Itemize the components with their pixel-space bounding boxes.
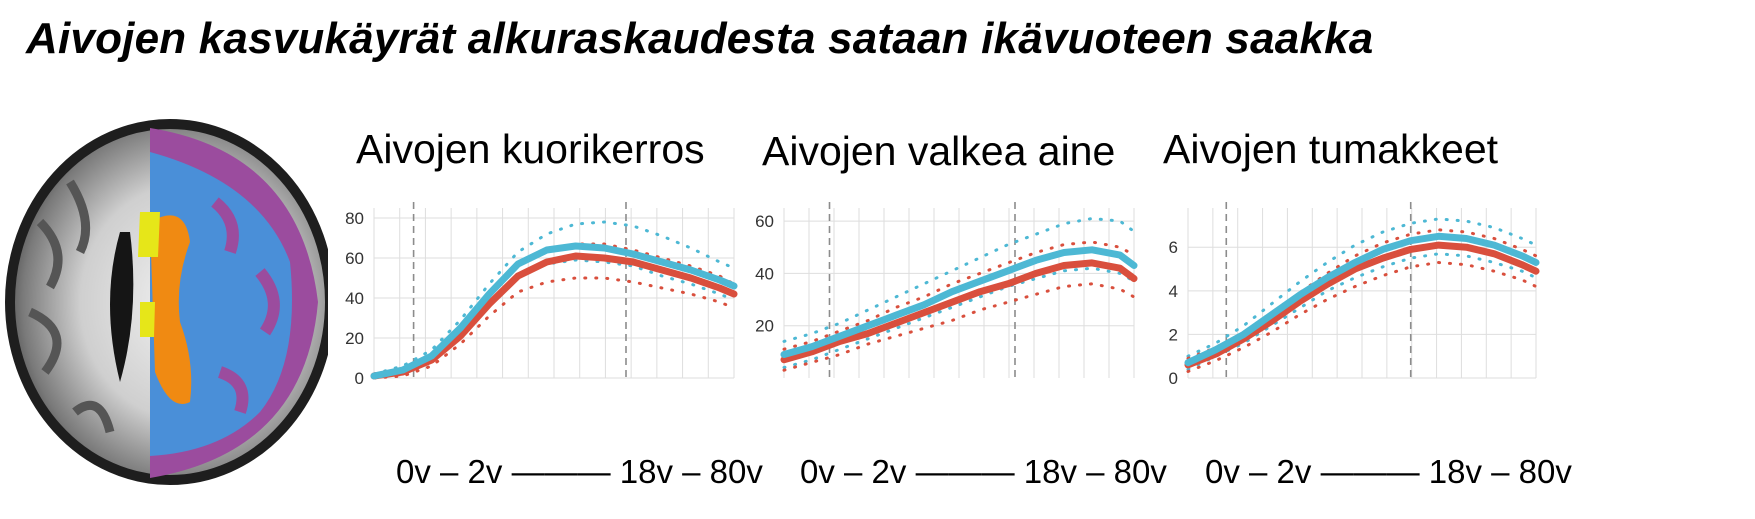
panel-title-nuclei: Aivojen tumakkeet [1163,126,1499,172]
y-tick-label: 0 [355,369,364,388]
panel-title-cortex: Aivojen kuorikerros [356,126,705,172]
y-tick-label: 80 [345,209,364,228]
y-tick-label: 40 [345,289,364,308]
brain-orange-nucleus [150,215,192,404]
blue-confidence-band [782,216,1136,343]
y-tick-label: 60 [755,212,774,231]
blue-confidence-band [782,266,1136,369]
blue-confidence-band [1186,252,1538,371]
y-tick-label: 4 [1169,282,1178,301]
y-tick-label: 2 [1169,325,1178,344]
blue-growth-curve [370,242,738,380]
red-growth-curve [1184,241,1540,369]
page-title: Aivojen kasvukäyrät alkuraskaudesta sata… [26,14,1374,63]
blue-confidence-band [1186,217,1538,358]
red-confidence-band [1186,260,1538,373]
brain-gray-folds [28,179,115,434]
y-tick-label: 40 [755,264,774,283]
y-tick-label: 0 [1169,369,1178,388]
brain-yellow-nucleus [138,212,160,337]
brain-mri-image [5,119,328,485]
age-axis-label-nuclei: 0v – 2v ——— 18v – 80v [1205,453,1572,490]
brain-ventricle [110,232,134,382]
chart-white-matter: 20 40 60 [755,202,1138,378]
y-tick-label: 6 [1169,238,1178,257]
y-tick-label: 20 [755,317,774,336]
chart-cortex: 0 20 40 60 80 [345,202,738,388]
blue-growth-curve [780,246,1138,358]
panel-title-white-matter: Aivojen valkea aine [762,128,1116,174]
age-axis-label-cortex: 0v – 2v ——— 18v – 80v [396,453,763,490]
red-growth-curve [780,259,1138,364]
y-tick-label: 20 [345,329,364,348]
y-tick-label: 60 [345,249,364,268]
blue-growth-curve [1184,232,1540,367]
brain-right-purple-folds [211,197,280,414]
blue-confidence-band [372,220,736,376]
chart-nuclei: 0 2 4 6 [1169,202,1540,388]
age-axis-label-white-matter: 0v – 2v ——— 18v – 80v [800,453,1167,490]
red-confidence-band [372,276,736,380]
